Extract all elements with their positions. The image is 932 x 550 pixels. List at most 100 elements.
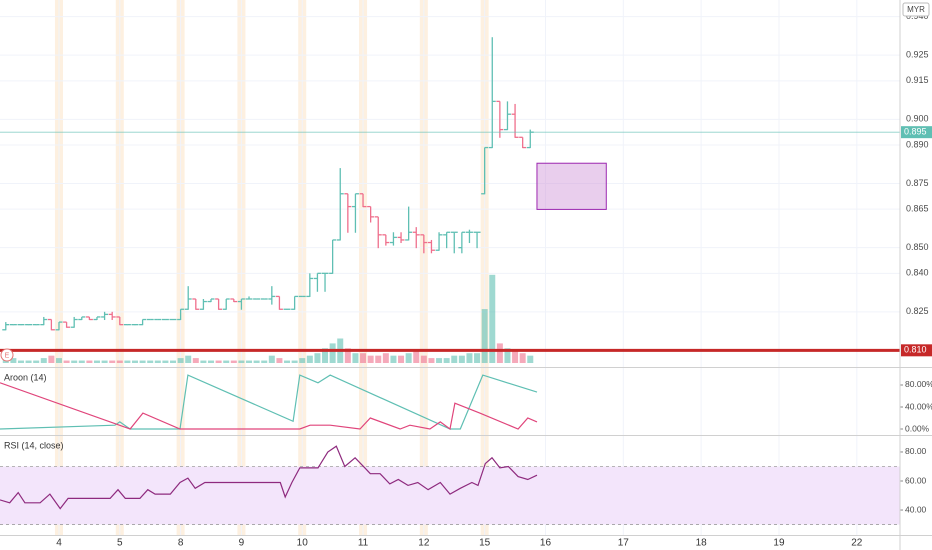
x-tick-label: 17 [618,538,630,549]
volume-bar [458,355,465,363]
volume-bar [322,348,329,363]
volume-bar [512,350,519,363]
last-price-label: 0.895 [904,127,927,137]
event-label: E [5,352,10,359]
volume-bar [390,355,397,363]
volume-bar [40,358,47,363]
volume-bar [261,360,268,363]
volume-bar [268,355,275,363]
x-tick-label: 8 [178,538,184,549]
volume-bar [481,309,488,363]
volume-bar [162,360,169,363]
y-tick-label: 0.890 [906,139,929,149]
x-tick-label: 15 [479,538,491,549]
x-tick-label: 9 [239,538,245,549]
volume-bar [10,358,17,363]
x-tick-label: 4 [56,538,62,549]
band [0,466,900,525]
y-tick-label: 0.915 [906,75,929,85]
last-price-box [901,126,932,139]
x-tick-label: 18 [696,538,708,549]
volume-bar [451,355,458,363]
pane-title: RSI (14, close) [4,440,64,450]
volume-bar [238,360,245,363]
volume-bar [101,360,108,363]
volume-bar [192,358,199,363]
x-tick-label: 16 [540,538,552,549]
volume-bar [489,274,496,363]
y-tick-label: 80.00 [905,446,927,456]
y-tick-label: 0.840 [906,268,929,278]
level-label: 0.810 [904,345,927,355]
volume-bar [474,353,481,363]
y-tick-label: 80.00% [905,379,932,389]
indicator-line [0,382,538,431]
volume-bar [352,353,359,363]
volume-bar [208,360,215,363]
level-box [901,344,932,357]
volume-bar [139,360,146,363]
volume-bar [200,360,207,363]
volume-bar [185,355,192,363]
y-tick-label: 0.825 [906,306,929,316]
volume-bar [253,360,260,363]
volume-bar [527,355,534,363]
volume-bar [360,353,367,363]
volume-bar [443,358,450,363]
y-tick-label: 0.850 [906,242,929,252]
volume-bar [398,355,405,363]
volume-bar [170,360,177,363]
volume-bar [154,360,161,363]
x-tick-label: 5 [117,538,123,549]
y-tick-label: 0.00% [905,423,930,433]
indicator-line [0,374,538,430]
volume-bar [93,360,100,363]
volume-bar [306,355,313,363]
volume-bar [329,343,336,363]
volume-bar [413,350,420,363]
pane-title: Aroon (14) [4,372,47,382]
volume-bar [48,355,55,363]
x-tick-label: 12 [418,538,430,549]
volume-bar [33,360,40,363]
y-tick-label: 0.925 [906,50,929,60]
volume-bar [344,348,351,363]
volume-bar [466,353,473,363]
volume-bar [71,360,78,363]
volume-bar [246,360,253,363]
volume-bar [428,358,435,363]
volume-bar [519,353,526,363]
volume-bar [276,358,283,363]
volume-bar [124,360,131,363]
volume-bar [504,348,511,363]
volume-bar [116,360,123,363]
volume-bar [314,353,321,363]
y-tick-label: 40.00% [905,401,932,411]
volume-bar [436,358,443,363]
volume-bar [420,355,427,363]
volume-bar [78,360,85,363]
volume-bar [230,360,237,363]
volume-bar [284,360,291,363]
y-tick-label: 40.00 [905,504,927,514]
volume-bar [223,360,230,363]
volume-bar [291,360,298,363]
volume-bar [382,353,389,363]
event-marker[interactable] [0,348,14,362]
y-tick-label: 60.00 [905,475,927,485]
volume-bar [132,360,138,363]
volume-bar [496,343,503,363]
x-tick-label: 11 [358,538,369,549]
zone-rectangle [536,162,607,210]
volume-bar [375,355,382,363]
currency: MYR [907,5,925,14]
x-tick-label: 10 [297,538,309,549]
indicator-line [0,445,538,510]
x-tick-label: 22 [851,538,863,549]
y-tick-label: 0.875 [906,178,929,188]
currency-box [902,2,930,17]
volume-bar [367,355,374,363]
